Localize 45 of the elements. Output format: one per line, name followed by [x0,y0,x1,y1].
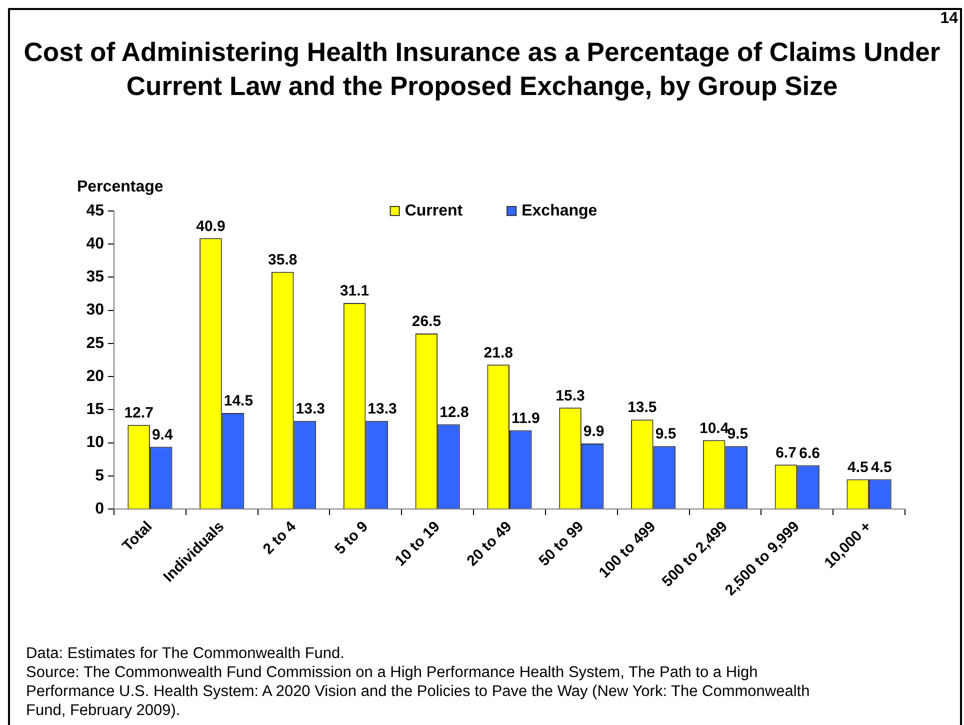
legend-label: Exchange [522,202,598,220]
y-tick-label: 15 [86,401,104,418]
y-tick-label: 5 [95,467,104,484]
data-label: 4.5 [847,458,868,476]
data-label: 21.8 [484,344,513,362]
legend-label: Current [404,202,464,220]
y-tick-label: 20 [86,368,104,385]
data-label: 9.5 [655,426,676,443]
data-label: 13.5 [628,399,657,416]
data-label: 6.6 [799,444,820,462]
x-tick-label: 10 to 19 [392,518,444,570]
chart-title: Cost of Administering Health Insurance as a Percentage of Claims Under Current Law and the Proposed Exchange, by Group Size [22,36,942,103]
data-label: 9.4 [152,426,174,444]
text: Data: Estimates for The Commonwealth Fund. [26,644,346,663]
data-label: 13.3 [296,400,325,418]
data-label: 4.5 [871,458,892,476]
data-label: 14.5 [224,392,254,410]
data-label: 13.3 [368,400,397,418]
data-label: 12.8 [440,404,469,421]
x-tick-label: 20 to 49 [464,518,516,570]
data-label: 40.9 [196,218,226,235]
data-label: 35.8 [268,252,298,269]
x-tick-label: 100 to 499 [596,518,660,582]
x-tick-label: 5 to 9 [332,518,372,558]
x-tick-label: 50 to 99 [536,518,588,570]
data-label: 31.1 [340,282,370,300]
y-tick-label: 35 [86,268,104,286]
text: 14 [940,10,958,28]
data-label: 6.7 [776,444,796,462]
source-note: Source: The Commonwealth Fund Commission on a High Performance Health System, The Path to a High Performance U.S. Health System: A 2020 Vision and the Policies to Pave the Way (New York: The Commonwealth Fund, February 2009). [26,663,811,720]
data-label: 11.9 [512,410,540,427]
data-label: 15.3 [556,387,585,404]
data-label: 12.7 [124,404,154,422]
y-tick-label: 30 [86,302,104,319]
data-label: 10.4 [699,420,730,437]
y-tick-label: 25 [86,334,104,352]
data-label: 9.9 [583,423,604,440]
data-label: 9.5 [727,426,748,443]
y-axis-title: Percentage [77,178,164,196]
x-tick-label: 2 to 4 [260,518,300,558]
data-label: 26.5 [412,313,442,330]
y-tick-label: 40 [86,236,104,253]
y-tick-label: 45 [86,202,104,220]
y-tick-label: 0 [95,500,104,518]
y-tick-label: 10 [86,434,104,452]
